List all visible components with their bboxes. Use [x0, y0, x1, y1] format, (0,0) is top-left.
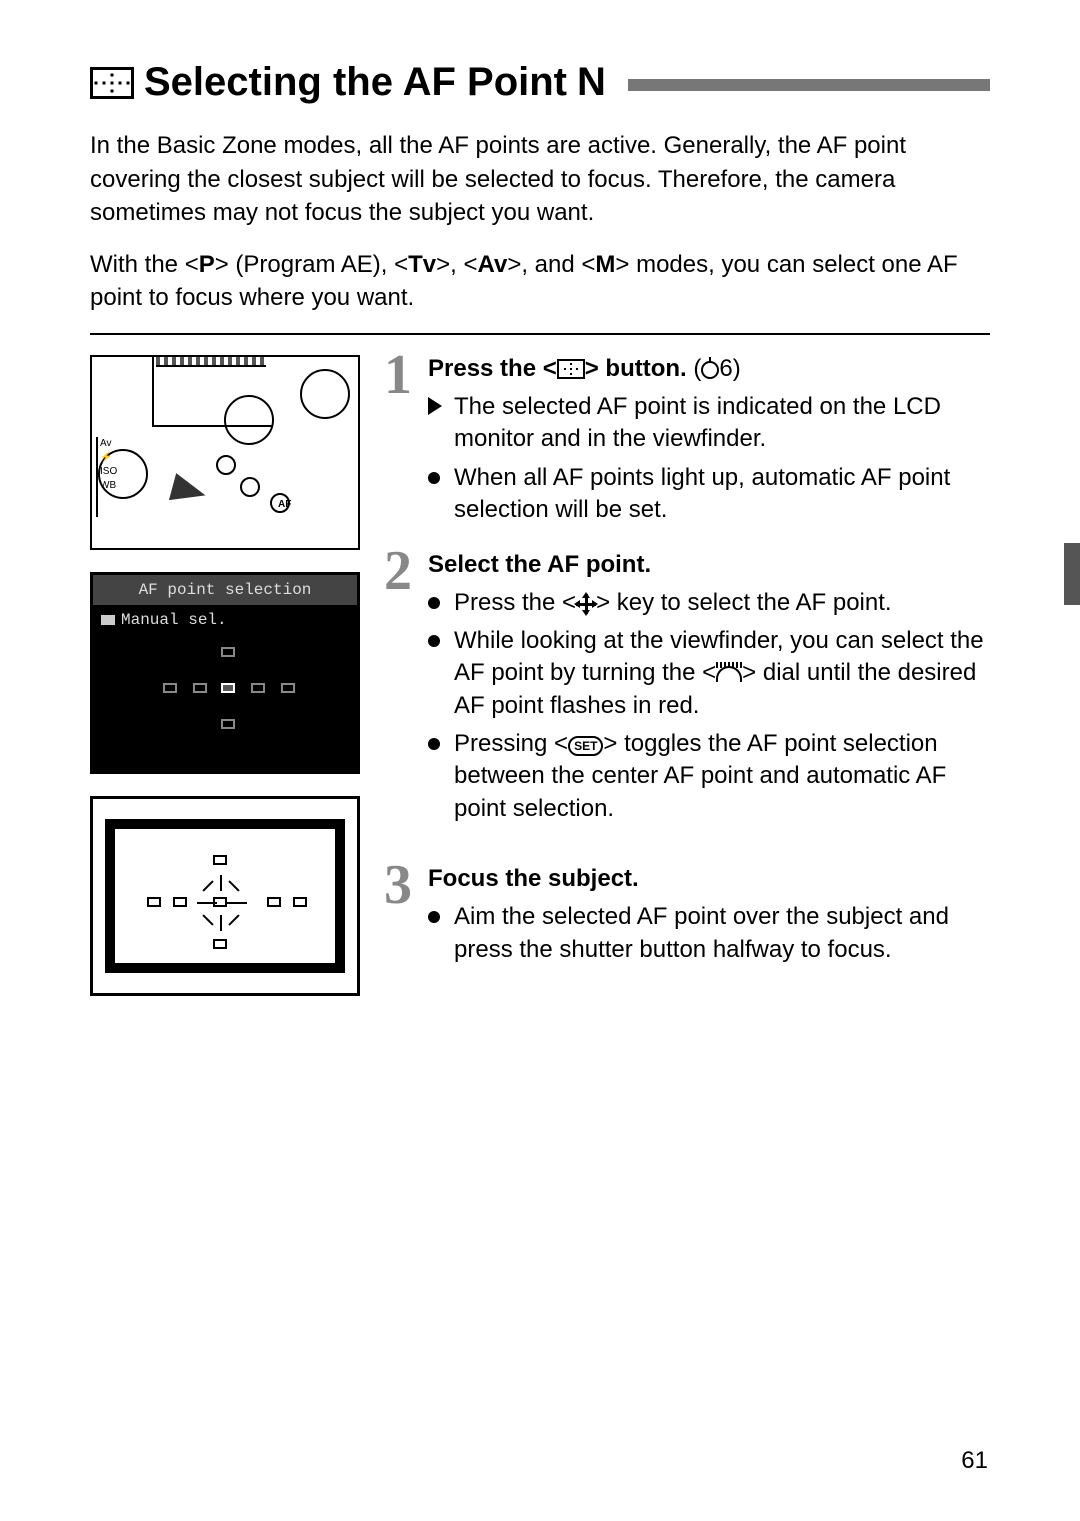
- timer-icon: [701, 361, 719, 379]
- list-item: While looking at the viewfinder, you can…: [428, 625, 990, 722]
- flashing-indicator-icon: [203, 877, 241, 929]
- dot-bullet-icon: [428, 738, 440, 750]
- af-selector-icon: [557, 359, 585, 379]
- dot-bullet-icon: [428, 635, 440, 647]
- list-item: Aim the selected AF point over the subje…: [428, 901, 990, 966]
- list-item: The selected AF point is indicated on th…: [428, 391, 990, 456]
- step-number-1: 1: [384, 343, 412, 407]
- cross-key-icon: [576, 594, 596, 614]
- camera-top-illustration: Av⚡ISOWB AF: [90, 355, 360, 550]
- lcd-af-points: [93, 629, 357, 759]
- page-title: Selecting the AF Point: [144, 60, 567, 105]
- main-dial-icon: [716, 666, 742, 682]
- step-2: 2 Select the AF point. Press the <> key …: [388, 551, 990, 826]
- step-3: 3 Focus the subject. Aim the selected AF…: [388, 865, 990, 966]
- section-tab: [1064, 543, 1080, 605]
- step-1-list: The selected AF point is indicated on th…: [428, 391, 990, 527]
- intro-para-1: In the Basic Zone modes, all the AF poin…: [90, 129, 990, 230]
- title-rule: [628, 79, 990, 91]
- triangle-bullet-icon: [428, 397, 442, 415]
- dot-bullet-icon: [428, 911, 440, 923]
- af-label: AF: [278, 499, 291, 510]
- page-number: 61: [961, 1447, 988, 1475]
- step-number-2: 2: [384, 539, 412, 603]
- dot-bullet-icon: [428, 472, 440, 484]
- step-2-heading: Select the AF point.: [428, 551, 990, 579]
- step-3-heading: Focus the subject.: [428, 865, 990, 893]
- separator: [90, 333, 990, 335]
- page-title-row: Selecting the AF Point N: [90, 60, 990, 105]
- steps-column: 1 Press the <> button. (6) The selected …: [388, 355, 990, 996]
- viewfinder-illustration: [90, 796, 360, 996]
- intro-para-2: With the <P> (Program AE), <Tv>, <Av>, a…: [90, 248, 990, 315]
- star-icon: N: [577, 60, 606, 105]
- list-item: When all AF points light up, automatic A…: [428, 462, 990, 527]
- step-3-list: Aim the selected AF point over the subje…: [428, 901, 990, 966]
- af-point-icon: [90, 67, 134, 99]
- step-1-heading: Press the <> button. (6): [428, 355, 990, 383]
- step-1: 1 Press the <> button. (6) The selected …: [388, 355, 990, 527]
- illustrations-column: Av⚡ISOWB AF AF point selection Manual se…: [90, 355, 360, 996]
- manual-page: Selecting the AF Point N In the Basic Zo…: [0, 0, 1080, 1521]
- lcd-screen-illustration: AF point selection Manual sel.: [90, 572, 360, 774]
- list-item: Press the <> key to select the AF point.: [428, 587, 990, 619]
- step-2-list: Press the <> key to select the AF point.…: [428, 587, 990, 826]
- dot-bullet-icon: [428, 597, 440, 609]
- list-item: Pressing <SET> toggles the AF point sele…: [428, 728, 990, 825]
- content-columns: Av⚡ISOWB AF AF point selection Manual se…: [90, 355, 990, 996]
- lcd-header: AF point selection: [93, 575, 357, 605]
- lcd-subtitle: Manual sel.: [93, 605, 357, 629]
- step-number-3: 3: [384, 853, 412, 917]
- set-button-icon: SET: [568, 736, 603, 756]
